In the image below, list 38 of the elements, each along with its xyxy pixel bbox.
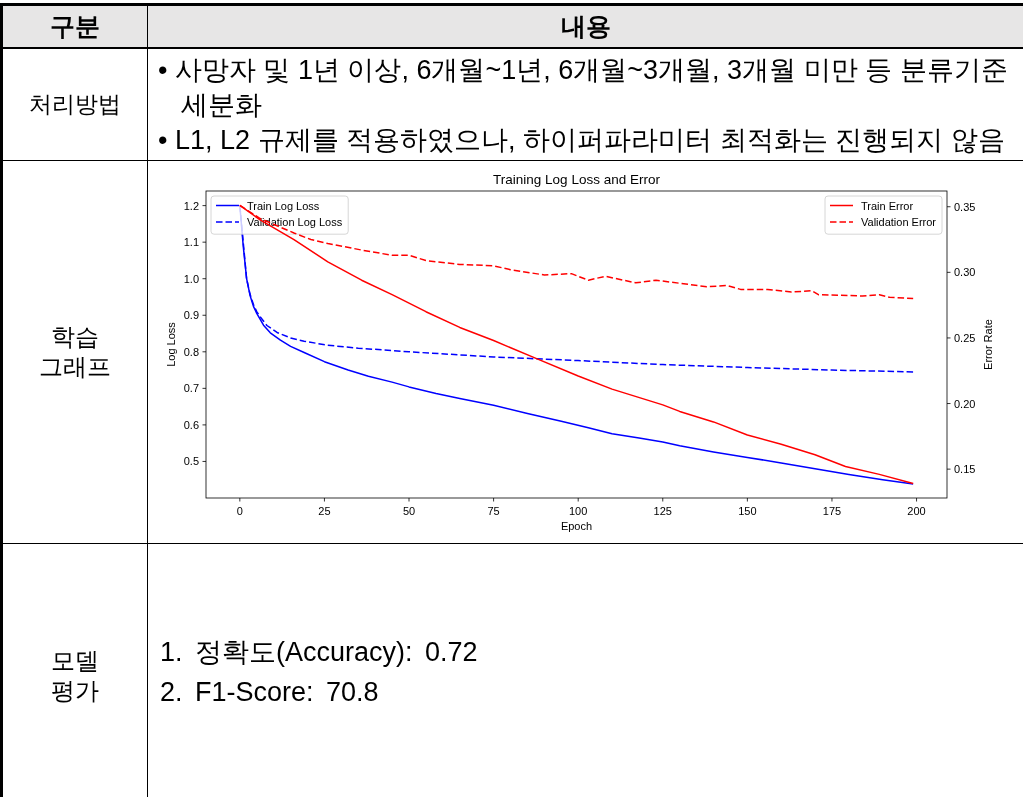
- text: 학습 그래프: [38, 322, 112, 382]
- x-tick-label: 75: [487, 505, 500, 517]
- x-tick-label: 0: [236, 505, 243, 517]
- legend-label: Train Error: [861, 199, 914, 212]
- y-tick-label: 0.5: [183, 455, 199, 468]
- text: • L1, L2 규제를 적용하였으나, 하이퍼파라미터 최적화는 진행되지 않음: [158, 123, 1006, 157]
- y-tick-label: 1.0: [183, 272, 199, 285]
- y2-tick-label: 0.35: [954, 200, 976, 213]
- x-tick-label: 100: [569, 505, 588, 517]
- text: 내용: [559, 11, 612, 42]
- y-tick-label: 0.8: [183, 345, 199, 358]
- x-tick-label: 200: [907, 505, 926, 517]
- text: 1. 정확도(Accuracy): 0.72: [160, 635, 479, 669]
- y-tick-label: 1.1: [183, 236, 199, 249]
- text: 모델 평가: [50, 645, 100, 706]
- y2-tick-label: 0.20: [954, 397, 976, 410]
- x-tick-label: 125: [653, 505, 672, 517]
- x-tick-label: 175: [822, 505, 842, 517]
- x-axis-title: Epoch: [560, 520, 593, 532]
- x-tick-label: 150: [738, 505, 757, 517]
- text: 처리방법: [28, 90, 122, 119]
- legend-label: Train Log Loss: [247, 199, 320, 212]
- text: 구분: [49, 11, 101, 42]
- y-tick-label: 0.7: [183, 382, 199, 395]
- x-tick-label: 50: [402, 505, 416, 517]
- text: • 사망자 및 1년 이상, 6개월~1년, 6개월~3개월, 3개월 미만 등 분류기준 세분화: [158, 53, 1009, 122]
- chart-title: Training Log Loss and Error: [493, 172, 661, 187]
- y-tick-label: 0.6: [183, 418, 199, 431]
- legend-label: Validation Error: [861, 216, 937, 229]
- y-tick-label: 0.9: [183, 309, 199, 322]
- y-tick-label: 1.2: [183, 199, 199, 212]
- x-tick-label: 25: [318, 505, 331, 517]
- y-axis-title: Log Loss: [165, 321, 177, 367]
- y2-tick-label: 0.30: [954, 266, 976, 279]
- text: 2. F1-Score: 70.8: [160, 675, 380, 709]
- y2-tick-label: 0.15: [954, 463, 976, 476]
- y2-axis-title: Error Rate: [982, 319, 994, 370]
- y2-tick-label: 0.25: [954, 331, 976, 344]
